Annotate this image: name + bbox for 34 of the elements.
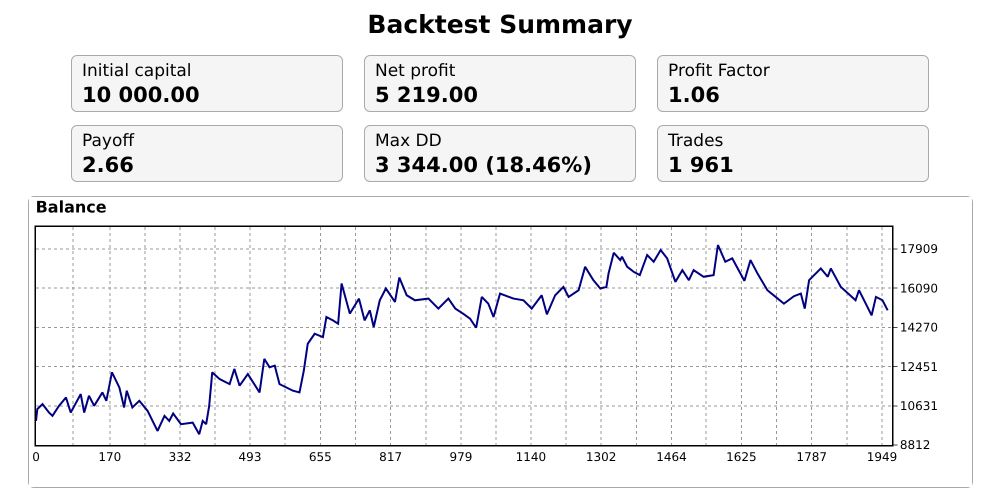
text: 1 961 bbox=[668, 152, 735, 178]
y-tick-label: 8812 bbox=[900, 438, 930, 452]
y-tick-label: 14270 bbox=[900, 320, 938, 335]
x-tick-label: 1787 bbox=[796, 450, 827, 464]
x-tick-label: 655 bbox=[308, 450, 332, 464]
y-tick-label: 17909 bbox=[900, 242, 938, 256]
text: Net profit bbox=[375, 61, 456, 82]
text: 1.06 bbox=[668, 82, 721, 108]
text: 10 000.00 bbox=[82, 82, 201, 108]
y-tick-label: 12451 bbox=[900, 360, 938, 374]
x-tick-label: 1464 bbox=[656, 450, 687, 464]
text: 5 219.00 bbox=[375, 82, 479, 108]
line-series bbox=[36, 244, 889, 436]
x-tick-label: 817 bbox=[379, 450, 402, 464]
x-tick-label: 1949 bbox=[866, 450, 898, 464]
chart-title: Balance bbox=[36, 198, 107, 217]
text: Max DD bbox=[375, 131, 443, 152]
x-tick-label: 170 bbox=[98, 450, 122, 464]
x-tick-label: 979 bbox=[450, 450, 472, 464]
text: 3 344.00 (18.46%) bbox=[375, 152, 593, 178]
y-tick-label: 10631 bbox=[900, 399, 938, 414]
text: Profit Factor bbox=[668, 61, 771, 82]
y-tick-label: 16090 bbox=[900, 281, 938, 296]
x-tick-label: 493 bbox=[238, 450, 262, 464]
x-tick-label: 0 bbox=[32, 450, 40, 464]
x-tick-label: 1302 bbox=[586, 450, 616, 464]
text: Payoff bbox=[82, 131, 136, 152]
text: Trades bbox=[668, 131, 724, 152]
x-tick-label: 1625 bbox=[726, 450, 757, 464]
text: 2.66 bbox=[82, 152, 135, 178]
text: Initial capital bbox=[82, 61, 193, 82]
x-tick-label: 1140 bbox=[516, 450, 546, 464]
x-tick-label: 332 bbox=[168, 450, 192, 464]
text: Backtest Summary bbox=[366, 10, 634, 39]
